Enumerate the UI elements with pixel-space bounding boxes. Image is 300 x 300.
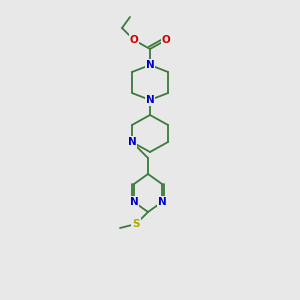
Text: O: O (130, 35, 138, 45)
Text: S: S (132, 219, 140, 229)
Text: N: N (158, 197, 166, 207)
Text: N: N (146, 60, 154, 70)
Text: N: N (130, 197, 138, 207)
Text: N: N (146, 95, 154, 105)
Text: O: O (162, 35, 170, 45)
Text: N: N (128, 137, 136, 147)
